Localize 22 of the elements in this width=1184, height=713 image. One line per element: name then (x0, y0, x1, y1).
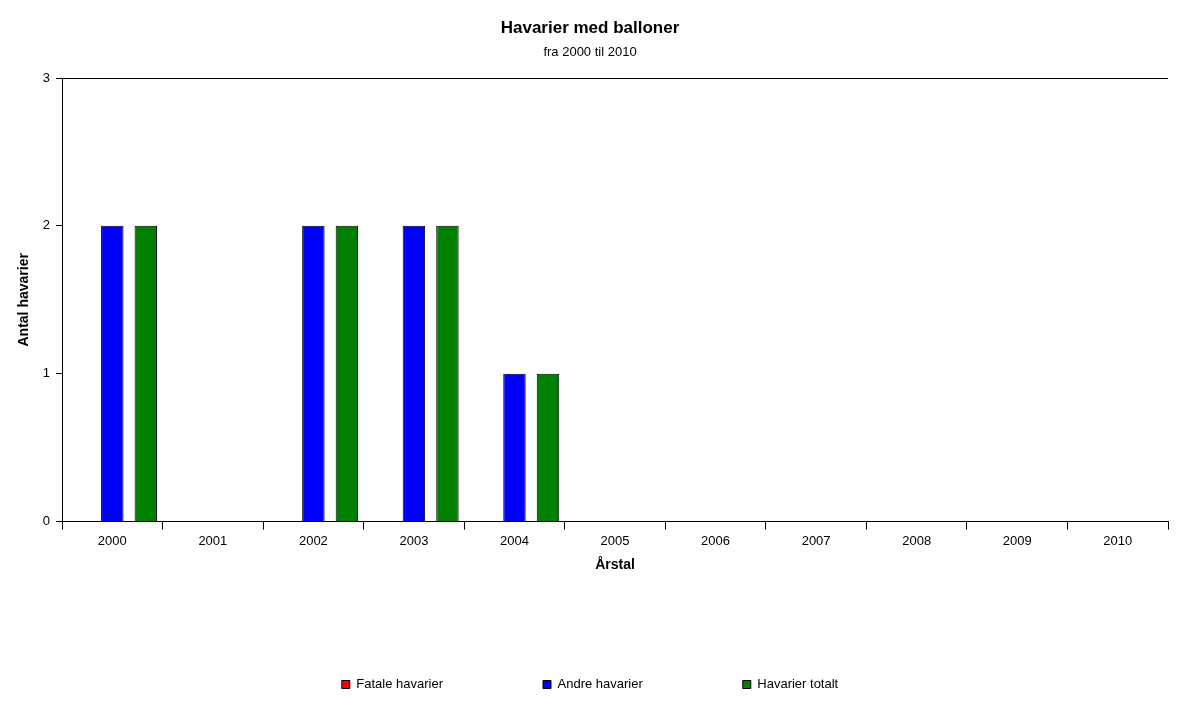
y-tick-label: 0 (42, 513, 51, 529)
x-tick-label: 2008 (902, 532, 932, 548)
legend-label: Havarier totalt (757, 676, 839, 692)
chart-subtitle: fra 2000 til 2010 (543, 43, 637, 59)
x-tick-label: 2007 (801, 532, 831, 548)
x-tick-label: 2006 (701, 532, 731, 548)
legend-label: Andre havarier (557, 676, 644, 692)
x-tick-label: 2000 (97, 532, 127, 548)
x-tick-label: 2002 (298, 532, 328, 548)
y-axis-title: Antal havarier (15, 252, 32, 347)
y-tick-label: 3 (42, 69, 51, 85)
x-tick-label: 2004 (500, 532, 529, 548)
x-axis-title: Årstal (595, 556, 635, 573)
x-tick-label: 2009 (1002, 532, 1032, 548)
y-tick-label: 2 (42, 217, 51, 233)
x-tick-label: 2003 (399, 532, 429, 548)
x-tick-label: 2010 (1103, 532, 1133, 548)
chart-title: Havarier med balloner (500, 17, 680, 37)
x-tick-label: 2001 (198, 532, 228, 548)
x-tick-label: 2005 (600, 532, 630, 548)
y-tick-label: 1 (42, 365, 51, 381)
legend-label: Fatale havarier (356, 676, 444, 692)
